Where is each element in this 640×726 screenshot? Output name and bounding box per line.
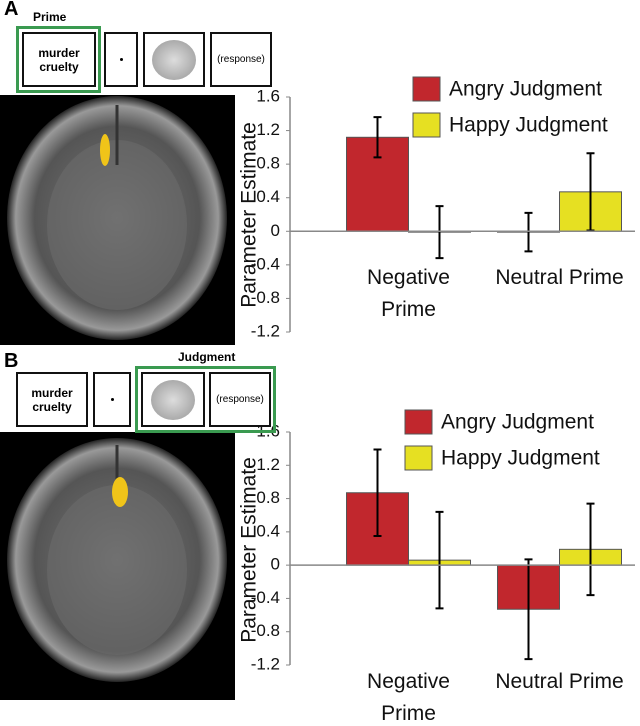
legend-label: Happy Judgment xyxy=(441,447,600,470)
brain-image xyxy=(0,432,235,700)
response-text: (response) xyxy=(217,54,265,65)
fixation-box xyxy=(104,32,138,87)
y-tick-label: 0 xyxy=(271,221,280,240)
y-tick-label: -0.4 xyxy=(251,588,280,607)
response-box: (response) xyxy=(209,372,271,427)
error-bar xyxy=(586,152,595,232)
x-tick-label: Neutral Prime xyxy=(495,670,624,693)
y-tick-label: 0.8 xyxy=(256,154,280,173)
face-box xyxy=(141,372,205,427)
legend-label: Angry Judgment xyxy=(449,78,602,101)
brain-image xyxy=(0,95,235,345)
y-tick-label: 1.2 xyxy=(256,455,280,474)
error-bar xyxy=(586,502,595,597)
error-bar xyxy=(524,211,533,253)
stimulus-word: cruelty xyxy=(32,399,72,414)
highlight-frame xyxy=(16,26,101,93)
y-tick-label: 0 xyxy=(271,555,280,574)
highlight-frame xyxy=(135,366,276,433)
stage-label: Prime xyxy=(33,10,67,24)
error-bar xyxy=(435,510,444,610)
y-tick-label: -0.4 xyxy=(251,254,280,273)
y-tick-label: -1.2 xyxy=(251,321,280,340)
x-tick-label: Negative Prime xyxy=(367,266,450,321)
x-tick-label: Neutral Prime xyxy=(495,266,624,289)
y-tick-label: 1.2 xyxy=(256,120,280,139)
stimulus-word: cruelty xyxy=(39,59,79,74)
y-axis-label: Parameter Estimate xyxy=(238,457,261,643)
stimulus-box: murder cruelty xyxy=(22,32,96,87)
error-bar xyxy=(435,205,444,260)
response-text: (response) xyxy=(216,394,264,405)
y-tick-label: 0.8 xyxy=(256,488,280,507)
legend-swatch xyxy=(404,409,433,435)
stimulus-word: murder xyxy=(31,385,73,400)
stimulus-word: murder xyxy=(38,45,80,60)
panel-label: A xyxy=(4,0,19,20)
stimulus-box: murder cruelty xyxy=(16,372,88,427)
y-tick-label: 1.6 xyxy=(256,86,280,105)
x-tick-label: Negative Prime xyxy=(367,670,450,725)
legend-swatch xyxy=(404,445,433,471)
error-bar xyxy=(524,558,533,661)
fixation-box xyxy=(93,372,131,427)
legend-swatch xyxy=(412,76,441,102)
stage-label: Judgment xyxy=(178,350,236,364)
response-box: (response) xyxy=(210,32,272,87)
face-box xyxy=(143,32,205,87)
panel-label: B xyxy=(4,350,19,372)
y-tick-label: -1.2 xyxy=(251,654,280,673)
y-tick-label: -0.8 xyxy=(251,621,280,640)
legend-label: Happy Judgment xyxy=(449,114,608,137)
y-axis-label: Parameter Estimate xyxy=(238,122,261,308)
error-bar xyxy=(373,448,382,538)
y-tick-label: 0.4 xyxy=(256,187,280,206)
legend-swatch xyxy=(412,112,441,138)
y-tick-label: 0.4 xyxy=(256,521,280,540)
legend-label: Angry Judgment xyxy=(441,411,594,434)
error-bar xyxy=(373,116,382,159)
y-tick-label: -0.8 xyxy=(251,288,280,307)
